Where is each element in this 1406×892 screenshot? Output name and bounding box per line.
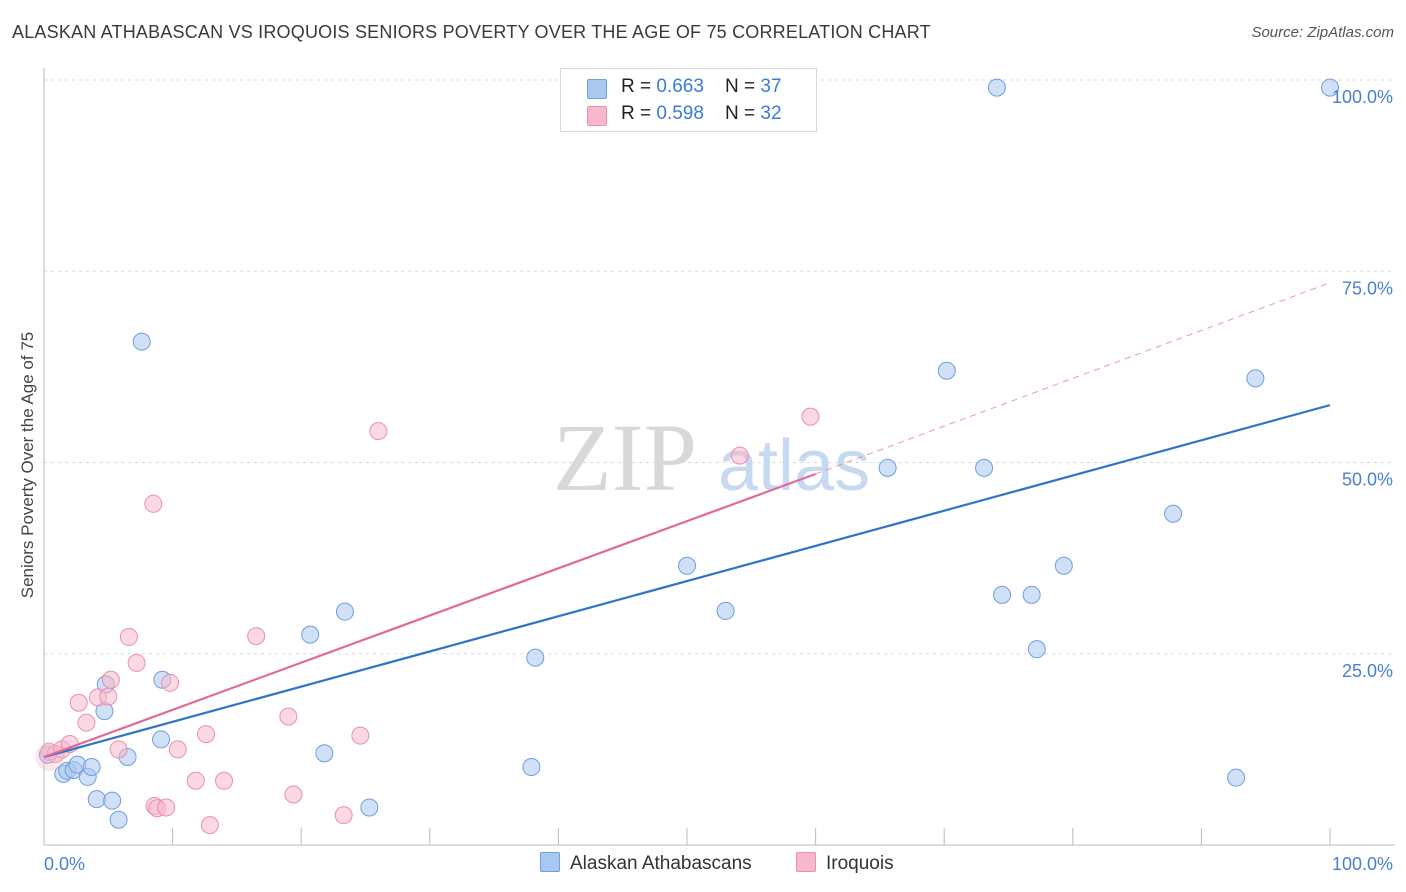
point-iroquois xyxy=(334,806,353,825)
x-tick-label: 0.0% xyxy=(44,854,85,874)
bottom-legend-iroquois: Iroquois xyxy=(796,852,894,875)
y-tick-label: 100.0% xyxy=(1332,87,1393,107)
point-athabascan xyxy=(109,810,128,829)
point-athabascan xyxy=(1246,369,1265,388)
bottom-legend-label: Iroquois xyxy=(826,853,894,874)
bottom-legend-swatch-blue xyxy=(540,852,560,872)
legend-n-label: N = xyxy=(725,76,761,97)
point-athabascan xyxy=(152,730,171,749)
point-athabascan xyxy=(987,78,1006,97)
trend-lines xyxy=(43,282,1331,759)
point-iroquois xyxy=(801,407,820,426)
point-iroquois xyxy=(247,627,266,646)
point-athabascan xyxy=(103,791,122,810)
point-iroquois xyxy=(197,725,216,744)
watermark-atlas: atlas xyxy=(718,426,870,506)
legend-n-label: N = xyxy=(725,103,761,124)
point-athabascan xyxy=(1321,78,1339,97)
data-points xyxy=(35,78,1339,835)
point-athabascan xyxy=(1227,768,1246,787)
point-iroquois xyxy=(127,653,146,672)
watermark-zip: ZIP xyxy=(553,404,697,511)
legend-r-label: R = xyxy=(621,76,657,97)
legend-swatch-blue xyxy=(587,79,607,99)
legend-n-value: 32 xyxy=(760,103,782,124)
trend-line-iroquois-extension xyxy=(815,282,1331,475)
point-iroquois xyxy=(369,422,388,441)
point-iroquois xyxy=(99,687,118,706)
legend-r-value: 0.598 xyxy=(656,103,704,124)
source-label: Source: ZipAtlas.com xyxy=(1251,24,1394,41)
point-athabascan xyxy=(132,332,151,351)
point-athabascan xyxy=(975,458,994,477)
legend-r-value: 0.663 xyxy=(656,76,704,97)
point-athabascan xyxy=(301,625,320,644)
point-iroquois xyxy=(279,707,298,726)
trend-line-athabascan xyxy=(43,404,1331,759)
point-iroquois xyxy=(77,713,96,732)
y-tick-label: 25.0% xyxy=(1342,661,1393,681)
y-tick-label: 75.0% xyxy=(1342,278,1393,298)
point-iroquois xyxy=(284,785,303,804)
point-athabascan xyxy=(82,757,101,776)
point-athabascan xyxy=(335,602,354,621)
point-athabascan xyxy=(1164,504,1183,523)
point-iroquois xyxy=(157,798,176,817)
point-iroquois xyxy=(351,726,370,745)
point-athabascan xyxy=(87,790,106,809)
point-iroquois-cluster xyxy=(35,743,64,772)
point-athabascan xyxy=(315,744,334,763)
point-athabascan xyxy=(716,601,735,620)
point-athabascan xyxy=(1022,585,1041,604)
point-athabascan xyxy=(937,361,956,380)
tick-labels: 25.0% 50.0% 75.0% 100.0% 0.0% 100.0% xyxy=(44,87,1393,874)
point-iroquois xyxy=(161,673,180,692)
point-athabascan xyxy=(993,585,1012,604)
point-iroquois xyxy=(119,627,138,646)
point-iroquois xyxy=(69,693,88,712)
point-athabascan xyxy=(678,556,696,575)
y-tick-label: 50.0% xyxy=(1342,470,1393,490)
bottom-legend-label: Alaskan Athabascans xyxy=(570,853,752,874)
axes xyxy=(43,68,1395,846)
bottom-legend-athabascan: Alaskan Athabascans xyxy=(540,852,752,875)
watermark: ZIP atlas xyxy=(553,404,870,511)
legend-r-label: R = xyxy=(621,103,657,124)
point-iroquois xyxy=(186,771,205,790)
point-iroquois xyxy=(109,740,128,759)
point-athabascan xyxy=(522,757,541,776)
point-athabascan xyxy=(1054,556,1073,575)
point-iroquois xyxy=(730,446,749,465)
point-athabascan xyxy=(878,458,897,477)
point-athabascan xyxy=(360,798,379,817)
point-iroquois xyxy=(144,494,163,513)
bottom-legend-swatch-pink xyxy=(796,852,816,872)
x-tick-label: 100.0% xyxy=(1332,854,1393,874)
point-athabascan xyxy=(1027,640,1046,659)
point-iroquois xyxy=(200,816,219,835)
gridlines xyxy=(44,79,1395,655)
legend: R = 0.663 N = 37 R = 0.598 N = 32 xyxy=(560,68,817,132)
trend-line-iroquois xyxy=(43,472,816,759)
chart-title: ALASKAN ATHABASCAN VS IROQUOIS SENIORS P… xyxy=(12,22,931,42)
legend-swatch-pink xyxy=(587,106,607,126)
legend-n-value: 37 xyxy=(760,76,782,97)
point-iroquois xyxy=(215,771,234,790)
point-athabascan xyxy=(526,648,545,667)
point-iroquois xyxy=(101,670,120,689)
point-iroquois xyxy=(168,740,187,759)
